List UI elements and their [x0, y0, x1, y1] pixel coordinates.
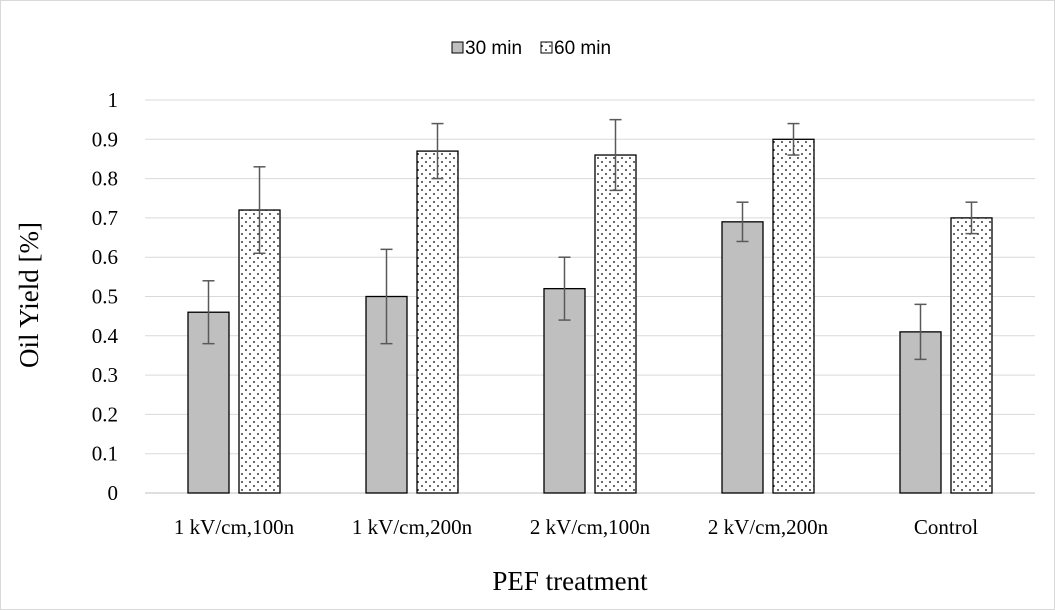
bar-30min [899, 331, 942, 494]
legend-swatch [451, 41, 464, 54]
bar-30min [543, 287, 586, 494]
error-bar [558, 256, 571, 321]
error-bar [253, 166, 266, 255]
y-tick-label: 0.6 [92, 245, 118, 269]
error-bar [431, 122, 444, 180]
error-bar [202, 280, 215, 345]
y-tick-label: 0.2 [92, 402, 118, 426]
bar-60min [416, 150, 459, 494]
bar-60min [238, 209, 281, 494]
x-tick-label: 2 kV/cm,100n [530, 515, 651, 539]
error-bar [380, 248, 393, 345]
y-tick-label: 1 [108, 88, 119, 112]
y-tick-label: 0 [108, 481, 119, 505]
legend-swatch [540, 41, 553, 54]
error-bar [609, 118, 622, 192]
bar-60min [950, 217, 993, 494]
x-tick-label: 1 kV/cm,100n [174, 515, 295, 539]
gridlines [145, 99, 1035, 494]
bar-60min [594, 154, 637, 494]
y-tick-label: 0.1 [92, 442, 118, 466]
legend-label: 30 min [465, 38, 522, 59]
error-bar [914, 303, 927, 361]
y-tick-label: 0.5 [92, 285, 118, 309]
y-tick-label: 0.8 [92, 167, 118, 191]
legend-label: 60 min [554, 38, 611, 59]
legend: 30 min 60 min [451, 38, 611, 59]
x-tick-label: 2 kV/cm,200n [708, 515, 829, 539]
y-tick-label: 0.4 [92, 324, 119, 348]
x-axis-ticks: 1 kV/cm,100n 1 kV/cm,200n 2 kV/cm,100n 2 kV… [174, 515, 978, 539]
y-axis-title: Oil Yield [%] [14, 222, 44, 368]
error-bar [736, 201, 749, 243]
bar-30min [721, 221, 764, 494]
bars [187, 118, 993, 494]
y-tick-label: 0.9 [92, 127, 118, 151]
bar-60min [772, 138, 815, 494]
x-axis-title: PEF treatment [492, 566, 648, 596]
y-axis-ticks: 0 0.1 0.2 0.3 0.4 0.5 0.6 0.7 0.8 0.9 1 [92, 88, 119, 505]
x-tick-label: 1 kV/cm,200n [352, 515, 473, 539]
y-tick-label: 0.3 [92, 363, 118, 387]
error-bar [965, 201, 978, 235]
x-tick-label: Control [914, 515, 978, 539]
y-tick-label: 0.7 [92, 206, 118, 230]
error-bar [787, 122, 800, 156]
